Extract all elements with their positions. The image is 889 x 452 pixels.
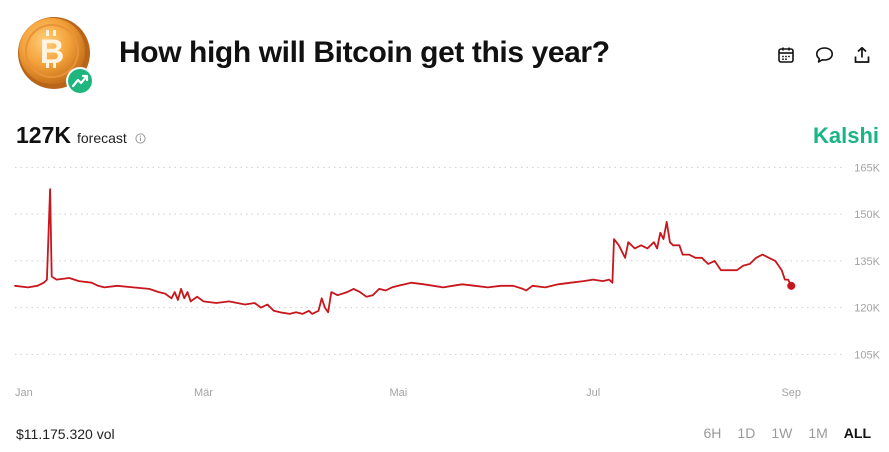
x-tick-label: Jan: [15, 387, 33, 399]
header-actions: [775, 44, 873, 66]
y-tick-label: 135K: [854, 256, 880, 268]
price-chart[interactable]: 165K 150K 135K 120K 105K Jan Mär Mai Jul Sep: [0, 150, 889, 405]
bitcoin-symbol-icon: B: [40, 30, 65, 71]
volume-label: $11.175.320 vol: [16, 426, 115, 442]
y-tick-label: 150K: [854, 209, 880, 221]
range-1d[interactable]: 1D: [737, 425, 756, 441]
range-1m[interactable]: 1M: [808, 425, 828, 441]
range-6h[interactable]: 6H: [703, 425, 722, 441]
y-tick-label: 105K: [854, 349, 880, 361]
latest-point-marker: [787, 281, 796, 290]
range-1w[interactable]: 1W: [771, 425, 793, 441]
comment-icon[interactable]: [813, 44, 835, 66]
forecast-summary: 127K forecast: [16, 122, 146, 149]
x-tick-label: Mär: [194, 387, 213, 399]
info-icon[interactable]: [135, 131, 146, 149]
svg-text:B: B: [40, 33, 65, 71]
forecast-label: forecast: [76, 130, 127, 146]
trending-up-icon: [66, 67, 94, 95]
share-icon[interactable]: [851, 44, 873, 66]
series-line: [14, 188, 793, 315]
range-all[interactable]: ALL: [843, 425, 871, 441]
y-tick-label: 120K: [854, 303, 880, 315]
bitcoin-logo: B: [18, 17, 94, 95]
x-tick-label: Sep: [781, 387, 801, 399]
y-tick-label: 165K: [854, 162, 880, 174]
page-title: How high will Bitcoin get this year?: [119, 36, 610, 69]
time-range-selector: 6H 1D 1W 1M ALL: [688, 425, 871, 441]
forecast-value: 127K: [16, 122, 71, 148]
brand-name: Kalshi: [812, 123, 879, 148]
calendar-icon[interactable]: [775, 44, 797, 66]
x-tick-label: Mai: [389, 387, 407, 399]
x-tick-label: Jul: [586, 387, 600, 399]
